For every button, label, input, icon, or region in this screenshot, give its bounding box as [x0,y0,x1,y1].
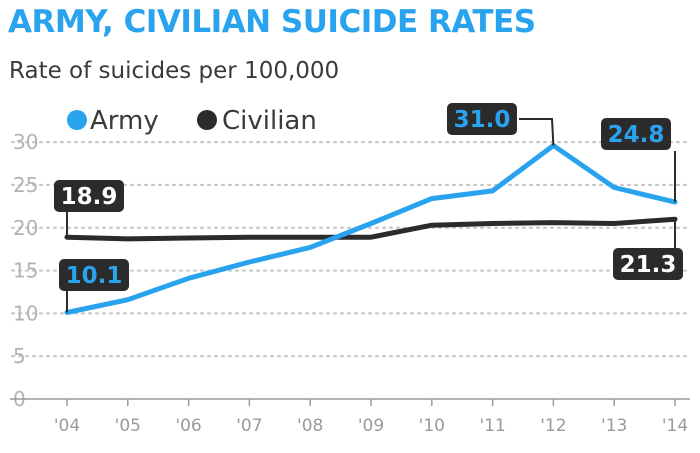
x-tick-label: '12 [540,416,566,436]
data-label-army: 10.1 [66,263,123,289]
data-labels: 18.9 10.1 31.0 24.8 21.3 [54,103,683,313]
legend-marker-army [67,110,87,130]
y-tick-label: 15 [13,259,38,283]
y-tick-label: 25 [13,173,38,197]
data-label-box [613,248,683,280]
y-tick-label: 5 [13,344,26,368]
x-tick-label: '05 [115,416,141,436]
x-tick-label: '07 [236,416,262,436]
legend-label-civilian: Civilian [222,106,317,136]
series-lines [64,143,678,315]
x-tick-label: '10 [419,416,445,436]
x-axis: '04 '05 '06 '07 '08 '09 '10 '11 '12 '13 '14 [10,398,690,436]
x-tick-label: '04 [54,416,80,436]
y-tick-label: 10 [13,301,38,325]
data-label-civilian: 21.3 [620,252,677,278]
data-label-box [59,259,129,291]
legend-label-army: Army [90,106,159,136]
data-label-civilian: 18.9 [61,184,118,210]
data-label-box [54,180,124,212]
gridlines [10,141,692,358]
chart-title: ARMY, CIVILIAN SUICIDE RATES [8,4,536,40]
x-tick-label: '09 [358,416,384,436]
data-label-box [601,118,671,150]
data-label-box [447,103,517,135]
x-tick-label: '06 [175,416,201,436]
data-label-army: 31.0 [454,107,511,133]
data-label-army: 24.8 [608,122,665,148]
series-line-army [64,143,678,315]
x-tick-label: '11 [479,416,505,436]
chart-subtitle: Rate of suicides per 100,000 [9,58,340,84]
x-tick-label: '08 [297,416,323,436]
legend: Army Civilian [67,106,317,136]
y-tick-label: 20 [13,216,38,240]
y-tick-label: 30 [13,130,38,154]
x-tick-label: '14 [662,416,688,436]
x-tick-label: '13 [601,416,627,436]
series-line-civilian [64,216,678,242]
data-label-leader [519,118,555,146]
legend-marker-civilian [197,110,217,130]
